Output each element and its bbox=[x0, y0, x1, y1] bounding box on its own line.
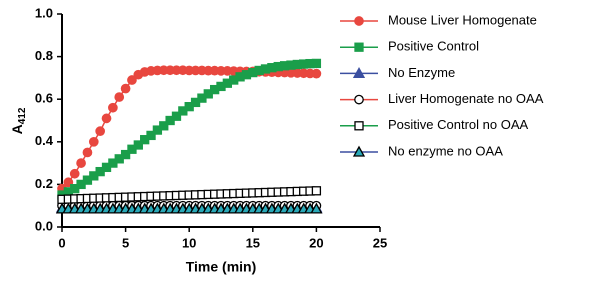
y-axis-label: A412 bbox=[9, 107, 28, 134]
marker bbox=[171, 111, 182, 121]
x-tick-label: 0 bbox=[58, 235, 65, 250]
x-tick-label: 15 bbox=[246, 235, 260, 250]
marker bbox=[311, 68, 322, 79]
legend-label: No Enzyme bbox=[388, 65, 455, 80]
x-axis-label: Time (min) bbox=[186, 259, 257, 275]
marker bbox=[311, 58, 322, 69]
marker bbox=[69, 168, 80, 179]
marker bbox=[127, 75, 137, 85]
y-tick-label: 0.2 bbox=[35, 176, 53, 191]
marker bbox=[120, 149, 131, 160]
y-tick-label: 1.0 bbox=[35, 5, 53, 20]
marker bbox=[146, 130, 156, 141]
x-tick-label: 5 bbox=[122, 235, 129, 250]
legend-label: Mouse Liver Homogenate bbox=[388, 12, 537, 27]
marker bbox=[354, 121, 364, 131]
marker bbox=[311, 186, 322, 196]
y-tick-label: 0.0 bbox=[35, 218, 53, 233]
legend-label: Positive Control no OAA bbox=[388, 117, 529, 132]
marker bbox=[108, 102, 118, 113]
y-axis-label-sub: 412 bbox=[17, 107, 28, 124]
marker bbox=[114, 92, 125, 102]
x-tick-label: 10 bbox=[182, 235, 196, 250]
x-tick-label: 20 bbox=[309, 235, 323, 250]
legend-label: No enzyme no OAA bbox=[388, 143, 503, 158]
marker bbox=[101, 113, 112, 124]
marker bbox=[354, 16, 364, 26]
marker bbox=[82, 147, 93, 158]
marker bbox=[76, 158, 86, 168]
marker bbox=[95, 126, 106, 136]
marker bbox=[120, 83, 131, 94]
marker bbox=[354, 94, 364, 105]
y-axis-label-main: A bbox=[9, 124, 25, 134]
marker bbox=[352, 145, 366, 157]
marker bbox=[354, 42, 364, 52]
marker bbox=[310, 202, 323, 214]
marker bbox=[133, 140, 143, 150]
x-tick-label: 25 bbox=[373, 235, 387, 250]
marker bbox=[159, 121, 169, 131]
marker bbox=[352, 67, 366, 79]
legend-label: Liver Homogenate no OAA bbox=[388, 91, 544, 106]
marker bbox=[88, 136, 99, 147]
legend-label: Positive Control bbox=[388, 39, 479, 54]
y-tick-label: 0.4 bbox=[35, 133, 54, 148]
y-tick-label: 0.6 bbox=[35, 91, 53, 106]
y-tick-label: 0.8 bbox=[35, 48, 53, 63]
